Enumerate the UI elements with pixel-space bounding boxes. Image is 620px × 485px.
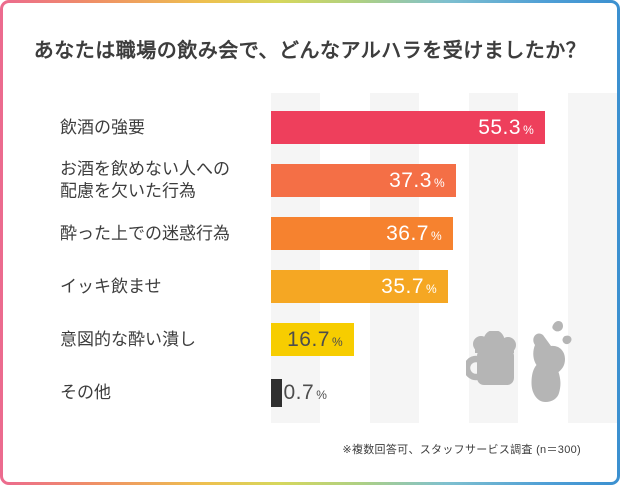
- category-label: 意図的な酔い潰し: [60, 329, 196, 349]
- category-label: その他: [60, 382, 111, 402]
- category-label: 酔った上での迷惑行為: [60, 223, 230, 243]
- percent-sign: %: [331, 334, 343, 349]
- percent-sign: %: [426, 281, 437, 296]
- percent-sign: %: [316, 387, 327, 402]
- bar: 55.3%: [271, 111, 545, 144]
- percent-sign: %: [430, 228, 442, 243]
- value-label: 35.7%: [381, 275, 437, 299]
- percent-sign: %: [433, 175, 445, 190]
- value-label: 0.7%: [284, 381, 327, 405]
- grid-band: [370, 93, 419, 423]
- beer-mug-icon: [466, 331, 516, 385]
- bar: 16.7%: [271, 323, 354, 356]
- category-label: 飲酒の強要: [60, 117, 145, 137]
- value-label: 37.3%: [389, 169, 445, 193]
- category-label: イッキ飲ませ: [60, 276, 162, 296]
- value-number: 55.3: [478, 115, 522, 139]
- category-label: お酒を飲めない人への 配慮を欠いた行為: [60, 159, 230, 201]
- bar: 36.7%: [271, 217, 453, 250]
- bar: 35.7%: [271, 270, 448, 303]
- percent-sign: %: [523, 122, 534, 137]
- value-label: 55.3%: [478, 116, 534, 140]
- value-number: 37.3: [389, 168, 432, 192]
- bar: 37.3%: [271, 164, 456, 197]
- value-number: 35.7: [381, 274, 425, 298]
- grid-band: [271, 93, 320, 423]
- value-label: 16.7%: [287, 328, 343, 352]
- page-title: あなたは職場の飲み会で、どんなアルハラを受けましたか？: [33, 40, 587, 62]
- value-number: 36.7: [386, 221, 429, 245]
- value-number: 0.7: [283, 380, 315, 404]
- grid-band: [568, 93, 617, 423]
- bar: [271, 378, 282, 407]
- value-label: 36.7%: [386, 222, 442, 246]
- footnote: ※複数回答可、スタッフサービス調査 (n＝300): [342, 444, 581, 456]
- value-number: 16.7: [287, 327, 330, 351]
- hand-decline-icon: [531, 320, 572, 402]
- card-inner: あなたは職場の飲み会で、どんなアルハラを受けましたか？ 飲酒の強要 55.3% お酒…: [3, 3, 617, 482]
